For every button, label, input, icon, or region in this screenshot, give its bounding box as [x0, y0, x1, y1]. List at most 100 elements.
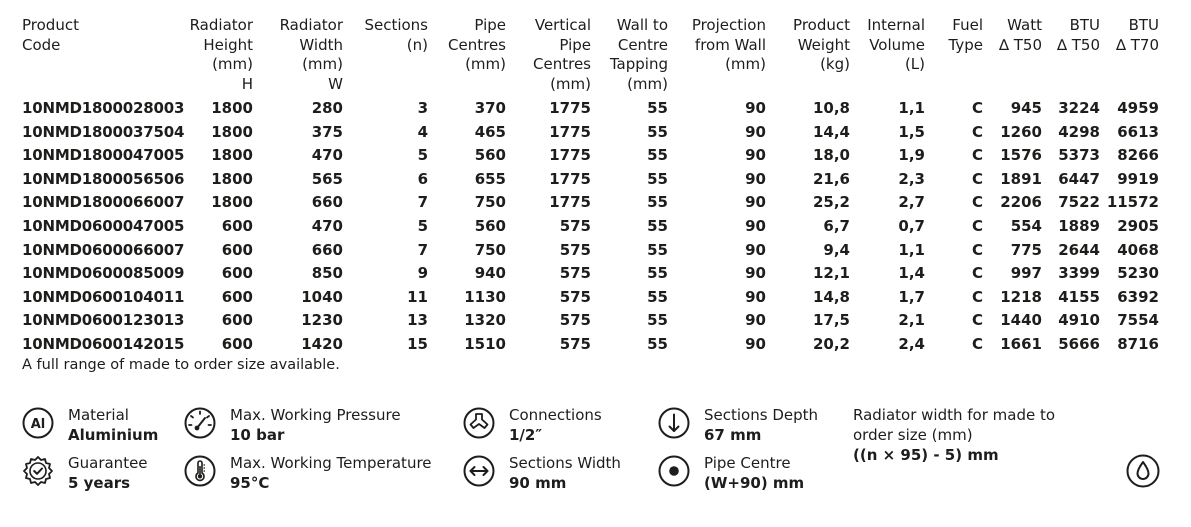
cell-vertical-pipe-centres: 575: [559, 335, 591, 353]
cell-weight: 10,8: [812, 99, 850, 117]
cell-weight: 14,4: [812, 122, 850, 141]
header-height: Radiator Height (mm) H: [190, 16, 253, 94]
cell-width: 1230: [301, 311, 343, 330]
header-projection: Projection from Wall (mm): [692, 16, 766, 75]
cell-watt-t50: 997: [1010, 264, 1042, 283]
header-line: W: [328, 74, 343, 93]
header-line: ∆ T50: [998, 35, 1042, 54]
header-wall-to-centre: Wall to Centre Tapping (mm): [610, 16, 668, 94]
feature-value: 1/2″: [509, 426, 543, 444]
cell-width: 660: [311, 193, 343, 212]
cell-btu-t50: 3399: [1058, 264, 1100, 283]
cell-sections: 15: [407, 335, 428, 353]
feature-value: 10 bar: [230, 426, 285, 444]
cell-weight: 14,8: [812, 287, 850, 306]
cell-wall-to-centre: 55: [647, 193, 668, 212]
cell-projection: 90: [745, 335, 766, 353]
cell-btu-t70: 4068: [1117, 240, 1159, 259]
cell-btu-t50: 6447: [1058, 169, 1100, 188]
header-btu-t50: BTU ∆ T50: [1057, 16, 1100, 55]
cell-fuel: C: [971, 335, 983, 353]
cell-width: 1040: [301, 287, 343, 306]
header-line: Radiator: [189, 16, 253, 34]
cell-sections: 9: [417, 264, 428, 283]
header-line: (mm): [550, 74, 591, 93]
cell-vertical-pipe-centres: 575: [559, 217, 591, 235]
cell-btu-t70: 5230: [1117, 264, 1159, 283]
cell-sections: 7: [417, 240, 428, 259]
header-line: Vertical: [534, 16, 591, 34]
cell-projection: 90: [745, 122, 766, 141]
cell-weight: 20,2: [812, 335, 850, 353]
cell-volume: 1,7: [898, 287, 925, 306]
cell-pipe-centres: 1510: [464, 335, 506, 353]
header-line: Code: [22, 35, 61, 54]
feature-value: 90 mm: [509, 474, 567, 492]
table-row: 10NMD0600142015 600 1420 15 1510 575 55 90 20,2 2…: [0, 333, 1191, 356]
header-line: Pipe: [474, 16, 506, 34]
cell-pipe-centres: 940: [474, 264, 506, 283]
header-line: Internal: [867, 16, 925, 34]
cell-code: 10NMD1800056506: [22, 169, 185, 188]
cell-vertical-pipe-centres: 1775: [549, 146, 591, 165]
cell-width: 470: [311, 217, 343, 235]
header-line: Projection: [691, 16, 766, 34]
table-row: 10NMD1800047005 1800 470 5 560 1775 55 90 18,0 1,…: [0, 144, 1191, 167]
header-line: Tapping: [609, 55, 668, 73]
feature-value: 95°C: [230, 474, 270, 492]
feature-text: Guarantee 5 years: [68, 453, 148, 493]
cell-height: 600: [221, 217, 253, 235]
header-line: ∆ T50: [1056, 35, 1100, 54]
cell-watt-t50: 1891: [1000, 169, 1042, 188]
cell-fuel: C: [971, 99, 983, 117]
header-pipe-centres: Pipe Centres (mm): [448, 16, 506, 75]
pressure-gauge-icon: [184, 407, 216, 439]
cell-projection: 90: [745, 264, 766, 283]
cell-btu-t50: 2644: [1058, 240, 1100, 259]
cell-projection: 90: [745, 240, 766, 259]
feature-text: Pipe Centre (W+90) mm: [704, 453, 804, 493]
cell-sections: 6: [417, 169, 428, 188]
cell-watt-t50: 775: [1010, 240, 1042, 259]
cell-btu-t50: 4910: [1058, 311, 1100, 330]
cell-vertical-pipe-centres: 575: [559, 311, 591, 330]
cell-height: 600: [221, 311, 253, 330]
header-sections: Sections (n): [364, 16, 428, 55]
cell-weight: 9,4: [823, 240, 850, 259]
cell-height: 600: [221, 240, 253, 259]
cell-projection: 90: [745, 99, 766, 117]
feature-text: Connections 1/2″: [509, 405, 602, 445]
cell-wall-to-centre: 55: [647, 146, 668, 165]
feature-label: Sections Width: [509, 454, 621, 472]
cell-btu-t70: 6613: [1117, 122, 1159, 141]
header-line: Radiator: [279, 16, 343, 34]
header-line: (mm): [465, 55, 506, 73]
cell-width: 375: [311, 122, 343, 141]
cell-fuel: C: [971, 146, 983, 165]
cell-wall-to-centre: 55: [647, 217, 668, 235]
cell-vertical-pipe-centres: 575: [559, 287, 591, 306]
cell-wall-to-centre: 55: [647, 311, 668, 330]
table-row: 10NMD0600104011 600 1040 11 1130 575 55 90 14,8 1…: [0, 286, 1191, 309]
cell-btu-t70: 4959: [1117, 99, 1159, 117]
table-footnote: A full range of made to order size avail…: [22, 357, 340, 373]
cell-volume: 2,4: [898, 335, 925, 353]
header-line: from Wall: [694, 35, 766, 54]
made-to-order-label-line-2: order size (mm): [853, 426, 973, 444]
header-line: Height: [203, 35, 253, 54]
cell-projection: 90: [745, 217, 766, 235]
cell-fuel: C: [971, 264, 983, 283]
cell-wall-to-centre: 55: [647, 99, 668, 117]
table-row: 10NMD1800037504 1800 375 4 465 1775 55 90 14,4 1,…: [0, 121, 1191, 144]
cell-wall-to-centre: 55: [647, 335, 668, 353]
header-line: (mm): [212, 55, 253, 73]
table-row: 10NMD1800066007 1800 660 7 750 1775 55 90 25,2 2,…: [0, 191, 1191, 214]
cell-volume: 1,1: [898, 99, 925, 117]
down-arrow-icon: [658, 407, 690, 439]
header-vertical-pipe-centres: Vertical Pipe Centres (mm): [533, 16, 591, 94]
feature-value: 67 mm: [704, 426, 762, 444]
cell-projection: 90: [745, 146, 766, 165]
cell-fuel: C: [971, 217, 983, 235]
feature-text: Max. Working Pressure 10 bar: [230, 405, 401, 445]
cell-code: 10NMD0600123013: [22, 311, 185, 330]
